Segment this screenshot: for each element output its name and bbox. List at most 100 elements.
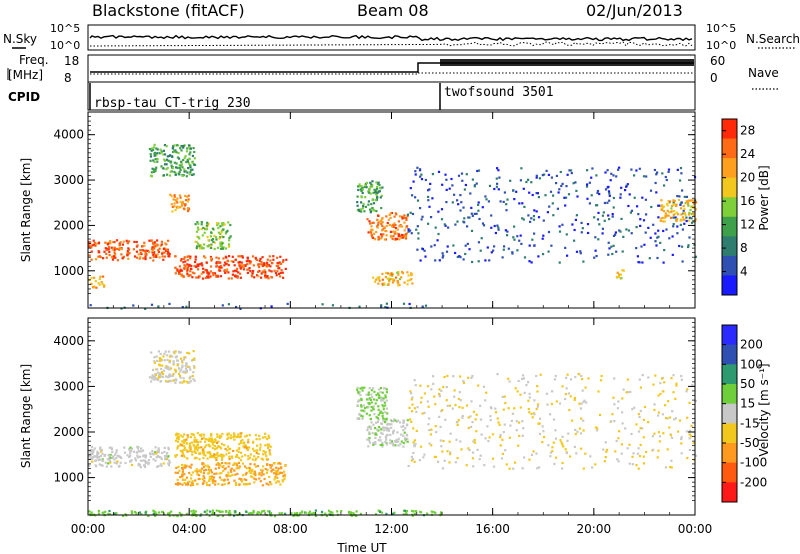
power-cell <box>625 185 628 188</box>
velocity-cell <box>182 380 186 383</box>
power-cell <box>116 247 119 251</box>
power-cell <box>155 147 158 150</box>
power-cell <box>649 189 653 192</box>
power-cell <box>687 204 690 207</box>
power-cell <box>428 205 431 208</box>
velocity-cell <box>262 473 265 476</box>
velocity-cell <box>169 380 172 383</box>
velocity-cell <box>167 455 170 458</box>
velocity-cell <box>208 469 211 472</box>
velocity-cell <box>109 456 112 459</box>
power-cell <box>209 255 213 259</box>
power-cell <box>249 262 252 265</box>
power-cell <box>682 209 685 212</box>
power-cell <box>159 151 162 154</box>
power-cell <box>270 305 273 308</box>
power-cell <box>670 216 673 219</box>
velocity-cell <box>374 441 377 444</box>
power-cell <box>674 216 677 219</box>
power-cell <box>180 269 183 272</box>
velocity-cell <box>536 467 539 470</box>
velocity-cell <box>403 509 406 512</box>
power-cell <box>520 167 523 170</box>
power-cell <box>253 276 256 279</box>
velocity-cell <box>541 425 544 428</box>
velocity-cell <box>181 449 184 452</box>
power-cell <box>126 250 129 253</box>
power-cell <box>182 275 185 279</box>
x-tick-label: 00:00 <box>678 522 713 536</box>
power-cell <box>666 203 669 206</box>
power-cell <box>98 283 101 286</box>
velocity-cell <box>538 422 541 425</box>
power-cell <box>397 273 400 276</box>
velocity-cell <box>430 428 433 431</box>
velocity-cell <box>164 458 167 461</box>
velocity-cell <box>227 481 230 484</box>
power-cell <box>210 259 213 262</box>
power-cell <box>612 196 615 200</box>
velocity-cell <box>670 377 673 380</box>
power-cell <box>239 264 242 267</box>
power-cell <box>321 303 324 306</box>
velocity-cell <box>409 418 412 421</box>
velocity-cell <box>174 381 177 384</box>
power-cell <box>657 216 660 219</box>
velocity-cell <box>217 510 221 513</box>
velocity-cell <box>167 350 171 353</box>
velocity-cell <box>104 510 107 513</box>
power-cell <box>636 205 639 208</box>
power-cell <box>433 244 436 247</box>
velocity-cell <box>175 453 178 457</box>
power-cell <box>238 260 241 264</box>
velocity-cell <box>201 462 204 465</box>
power-cell <box>197 268 200 271</box>
velocity-cell <box>453 389 456 392</box>
velocity-cell <box>591 466 594 469</box>
velocity-cell <box>301 510 304 513</box>
velocity-cell <box>411 396 414 399</box>
power-cell <box>273 269 276 272</box>
power-cell <box>272 255 275 258</box>
velocity-cell <box>201 478 204 481</box>
velocity-cell <box>265 454 268 457</box>
velocity-cell <box>201 437 204 440</box>
power-cell <box>154 167 157 171</box>
velocity-cell <box>368 397 371 400</box>
power-cell <box>643 243 646 246</box>
velocity-cell <box>163 352 166 355</box>
velocity-cell <box>441 409 444 412</box>
power-cell <box>672 201 675 204</box>
power-cell <box>252 264 255 267</box>
power-cell <box>477 241 480 244</box>
power-cell <box>588 202 591 205</box>
power-cell <box>149 256 152 259</box>
velocity-cell <box>206 457 209 460</box>
velocity-cell <box>385 391 388 394</box>
power-cell <box>381 216 384 220</box>
velocity-cell <box>152 453 155 456</box>
velocity-cell <box>107 462 110 465</box>
velocity-cell <box>652 448 655 451</box>
power-cell <box>275 274 278 277</box>
power-cell <box>144 255 147 258</box>
velocity-cell <box>392 420 395 423</box>
power-cell <box>182 158 185 162</box>
power-cell <box>579 252 582 255</box>
power-cell <box>475 212 478 215</box>
velocity-cell <box>542 430 545 433</box>
velocity-cell <box>160 510 164 514</box>
power-cell <box>175 166 178 169</box>
power-cell <box>216 224 219 227</box>
power-cell <box>150 149 153 152</box>
power-cell <box>205 228 209 231</box>
power-cell <box>522 187 525 190</box>
power-cell <box>396 271 399 274</box>
velocity-cell <box>390 440 394 443</box>
power-cell <box>207 239 210 242</box>
velocity-cell <box>99 455 102 458</box>
power-cell <box>655 244 658 247</box>
power-cell <box>101 282 104 285</box>
power-cell <box>687 245 690 249</box>
power-cell <box>385 224 388 228</box>
